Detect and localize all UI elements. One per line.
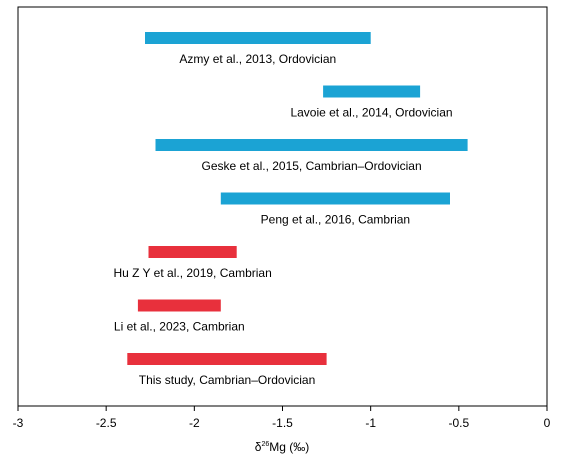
x-tick-label: -1 bbox=[365, 416, 376, 430]
x-axis-ticks: -3 -2.5 -2 -1.5 -1 -0.5 0 bbox=[13, 406, 551, 430]
x-tick-label: -3 bbox=[13, 416, 24, 430]
range-bar bbox=[220, 192, 450, 205]
range-bar-label: Li et al., 2023, Cambrian bbox=[114, 320, 245, 334]
x-tick-label: -2.5 bbox=[96, 416, 117, 430]
range-bar bbox=[323, 85, 421, 98]
range-bar-label: Lavoie et al., 2014, Ordovician bbox=[290, 106, 452, 120]
range-bar bbox=[145, 32, 371, 44]
range-bar-label: This study, Cambrian–Ordovician bbox=[139, 373, 316, 387]
range-bar-label: Geske et al., 2015, Cambrian–Ordovician bbox=[202, 159, 422, 173]
range-bar bbox=[137, 299, 221, 312]
range-bar-label: Azmy et al., 2013, Ordovician bbox=[179, 52, 336, 66]
x-axis-title-symbol: δ bbox=[255, 440, 262, 454]
x-tick-label: -1.5 bbox=[272, 416, 293, 430]
bar-labels-layer: Azmy et al., 2013, Ordovician Lavoie et a… bbox=[113, 52, 452, 387]
range-bar-label: Hu Z Y et al., 2019, Cambrian bbox=[113, 266, 271, 280]
x-tick-label: -2 bbox=[189, 416, 200, 430]
range-bar-label: Peng et al., 2016, Cambrian bbox=[261, 213, 410, 227]
x-tick-label: 0 bbox=[544, 416, 551, 430]
x-axis-title: δ26Mg (‰) bbox=[255, 440, 309, 454]
plot-frame bbox=[17, 6, 548, 407]
range-bar bbox=[127, 353, 327, 365]
x-axis-title-rest: Mg (‰) bbox=[269, 440, 309, 454]
bars-layer bbox=[127, 32, 468, 365]
range-bar bbox=[148, 246, 237, 258]
x-tick-label: -0.5 bbox=[448, 416, 469, 430]
x-axis-title-superscript: 26 bbox=[261, 441, 269, 448]
range-bar bbox=[155, 139, 468, 151]
